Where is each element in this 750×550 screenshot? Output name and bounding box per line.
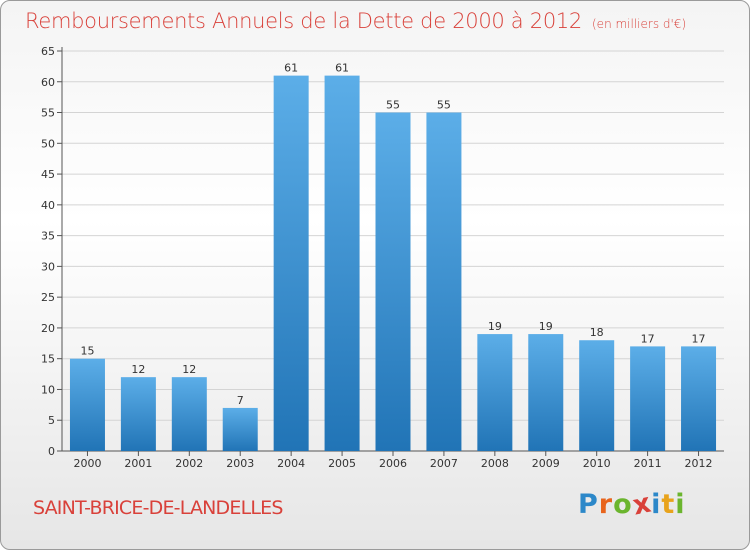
x-tick-label: 2008 [481,457,509,470]
y-tick-label: 40 [41,199,55,212]
data-label: 19 [539,320,553,333]
y-tick-label: 5 [48,414,55,427]
bar [171,377,207,451]
data-label: 7 [237,394,244,407]
x-tick-label: 2004 [277,457,305,470]
data-label: 18 [590,326,604,339]
x-tick-label: 2003 [226,457,254,470]
chart-title: Remboursements Annuels de la Dette de 20… [25,9,686,33]
x-tick-label: 2011 [634,457,662,470]
bar [681,346,717,451]
x-tick-label: 2012 [685,457,713,470]
y-tick-label: 45 [41,168,55,181]
y-tick-label: 30 [41,260,55,273]
bar [324,75,360,451]
data-label: 61 [284,62,298,75]
y-tick-label: 20 [41,322,55,335]
x-tick-label: 2007 [430,457,458,470]
x-tick-label: 2000 [73,457,101,470]
logo-letter: P [578,489,599,520]
logo-letter: i [675,489,686,520]
bar [579,340,615,451]
logo-letter: t [661,489,676,520]
chart-subtitle: (en milliers d'€) [592,17,687,31]
y-tick-label: 25 [41,291,55,304]
x-tick-label: 2005 [328,457,356,470]
bar [630,346,666,451]
x-tick-label: 2002 [175,457,203,470]
data-label: 17 [692,332,706,345]
bar [426,112,462,452]
bar [273,75,309,451]
y-tick-label: 35 [41,230,55,243]
logo-letter: i [651,489,662,520]
data-label: 17 [641,332,655,345]
x-tick-label: 2009 [532,457,560,470]
x-tick-label: 2001 [124,457,152,470]
data-label: 15 [80,345,94,358]
data-label: 12 [182,363,196,376]
data-label: 19 [488,320,502,333]
data-label: 61 [335,62,349,75]
bar [222,407,258,451]
y-tick-label: 60 [41,76,55,89]
bar [120,377,156,451]
y-tick-label: 0 [48,445,55,458]
data-label: 12 [131,363,145,376]
y-tick-label: 55 [41,107,55,120]
x-tick-label: 2010 [583,457,611,470]
bar [477,334,513,451]
logo-letter: o [613,489,633,520]
logo-letter: r [598,489,614,520]
y-tick-label: 65 [41,45,55,58]
data-label: 55 [386,99,400,112]
x-tick-label: 2006 [379,457,407,470]
bar [69,358,105,451]
bar [528,334,564,451]
y-tick-label: 10 [41,383,55,396]
bar [375,112,411,452]
y-tick-label: 50 [41,137,55,150]
proxiti-logo[interactable]: Proxiti [578,487,686,521]
title-text: Remboursements Annuels de la Dette de 20… [25,9,582,33]
commune-name: SAINT-BRICE-DE-LANDELLES [33,497,283,519]
data-label: 55 [437,99,451,112]
y-tick-label: 15 [41,353,55,366]
